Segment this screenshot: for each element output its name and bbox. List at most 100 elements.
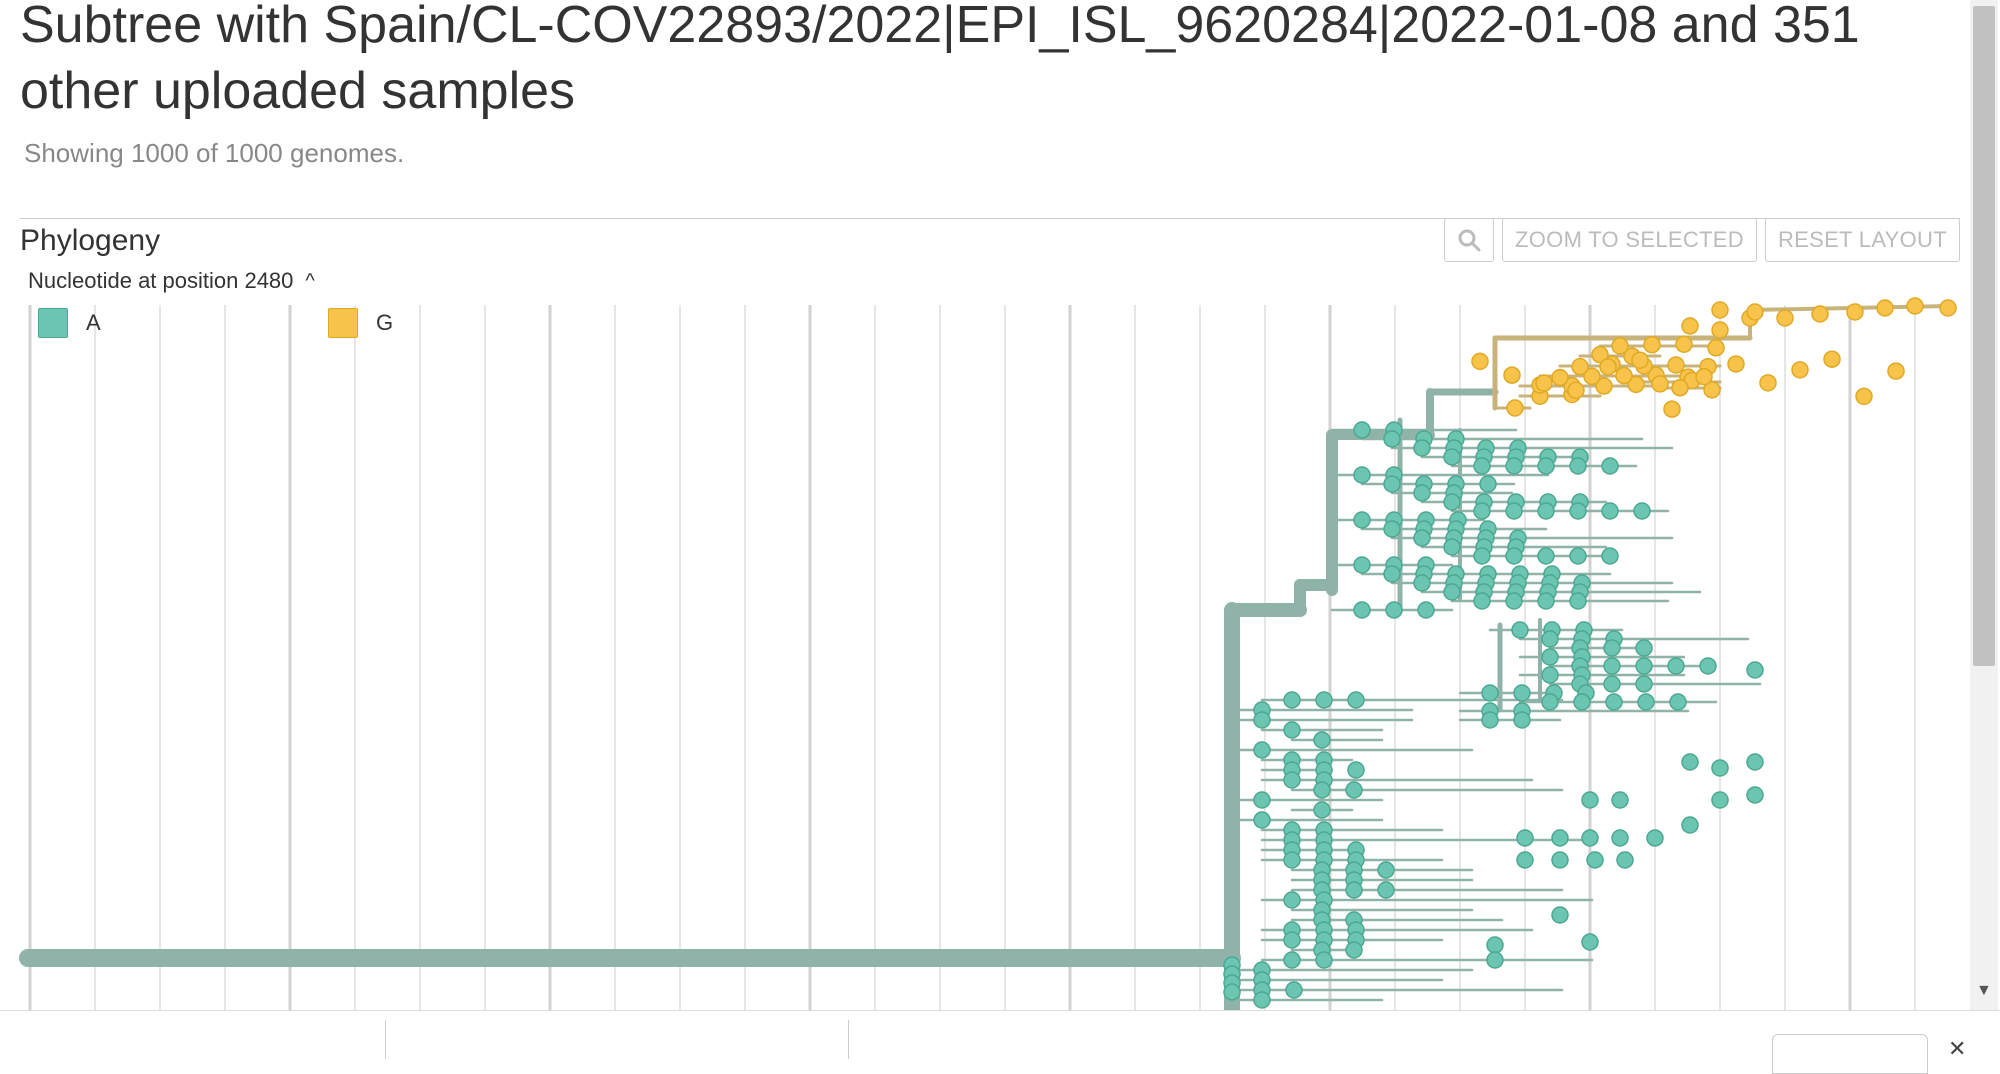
tree-tip xyxy=(1603,675,1621,693)
tree-tip xyxy=(1711,301,1729,319)
tree-tip xyxy=(1353,466,1371,484)
tree-tip xyxy=(1413,439,1431,457)
tree-tip xyxy=(1643,335,1661,354)
tree-tip xyxy=(1283,891,1301,909)
tree-tip xyxy=(1663,400,1681,418)
tree-tip xyxy=(1631,351,1649,369)
legend-swatch-g xyxy=(328,308,358,338)
tree-tip xyxy=(1313,781,1331,799)
tree-tip xyxy=(1711,791,1729,809)
tree-tip xyxy=(1811,305,1829,323)
tree-tip xyxy=(1347,691,1365,709)
tree-tip xyxy=(1569,547,1587,565)
tree-tip xyxy=(1443,493,1461,511)
tree-tip xyxy=(1285,981,1303,999)
tree-tip xyxy=(1581,933,1599,951)
tree-tip xyxy=(1253,711,1271,729)
tree-tip xyxy=(1711,321,1729,339)
tree-tip xyxy=(1541,666,1559,684)
tree-tip xyxy=(1746,753,1764,771)
tree-tip xyxy=(1581,829,1599,847)
tree-tip xyxy=(1876,299,1894,317)
tree-tip xyxy=(1646,829,1664,847)
tree-tip xyxy=(1413,484,1431,502)
tree-tip xyxy=(1581,791,1599,809)
legend-label-a: A xyxy=(86,310,101,335)
tree-tip xyxy=(1571,357,1589,376)
phylogeny-title: Phylogeny xyxy=(20,224,161,257)
tree-tip xyxy=(1746,786,1764,804)
tree-tip xyxy=(1627,375,1645,394)
tree-tip xyxy=(1695,367,1713,386)
tree-tip xyxy=(1887,362,1905,380)
tree-tip xyxy=(1746,661,1764,679)
close-icon[interactable]: ✕ xyxy=(1948,1036,1967,1061)
tree-tip xyxy=(1505,592,1523,610)
genome-count: Showing 1000 of 1000 genomes. xyxy=(24,138,405,168)
tree-tip xyxy=(1223,983,1241,1001)
tree-tip xyxy=(1595,377,1613,395)
tree-tip xyxy=(1253,741,1271,759)
bottom-divider xyxy=(385,1020,386,1059)
tree-tip xyxy=(1541,630,1559,648)
tree-tip xyxy=(1506,399,1524,417)
tree-tip xyxy=(1486,951,1504,969)
page-title: Subtree with Spain/CL-COV22893/2022|EPI_… xyxy=(20,0,1860,120)
tree-tip xyxy=(1413,574,1431,592)
tree-tip xyxy=(1727,355,1745,373)
tree-tip xyxy=(1939,299,1957,317)
tree-tip xyxy=(1635,639,1653,657)
tree-tip xyxy=(1651,375,1669,393)
tree-tip xyxy=(1611,791,1629,809)
tree-tip xyxy=(1283,771,1301,789)
tree-tip xyxy=(1681,317,1699,335)
color-by-selector[interactable]: Nucleotide at position 2480 ^ xyxy=(28,268,315,294)
tree-tip xyxy=(1551,851,1569,869)
tree-tip xyxy=(1253,991,1271,1009)
reset-layout-button[interactable]: RESET LAYOUT xyxy=(1764,218,1960,262)
tree-tip xyxy=(1611,337,1629,355)
tree-tip xyxy=(1541,693,1559,711)
legend-item-a[interactable]: A xyxy=(38,308,101,338)
tree-tip xyxy=(1823,350,1841,368)
show-all-button[interactable] xyxy=(1772,1034,1928,1074)
tree-tip xyxy=(1479,475,1497,493)
tree-tip xyxy=(1573,693,1591,711)
tree-tip xyxy=(1413,529,1431,547)
tree-tip xyxy=(1746,303,1764,321)
tree-tip xyxy=(1541,648,1559,666)
legend-swatch-a xyxy=(38,308,68,338)
zoom-to-selected-button[interactable]: ZOOM TO SELECTED xyxy=(1502,218,1757,262)
tree-tip xyxy=(1385,601,1403,619)
phylogeny-tree xyxy=(19,297,1957,1010)
tree-tip xyxy=(1481,684,1499,702)
tree-tip xyxy=(1505,457,1523,475)
tree-tip xyxy=(1551,906,1569,924)
tree-tip xyxy=(1635,675,1653,693)
tree-tip xyxy=(1759,374,1777,392)
tree-tip xyxy=(1443,538,1461,556)
tree-tip xyxy=(1377,861,1395,879)
tree-tip xyxy=(1776,309,1794,327)
tree-tip xyxy=(1353,421,1371,439)
tree-tip xyxy=(1315,951,1333,969)
tree-tip xyxy=(1383,565,1401,583)
tree-tip xyxy=(1473,502,1491,520)
tree-tip xyxy=(1537,592,1555,610)
legend-item-g[interactable]: G xyxy=(328,308,393,338)
tree-tip xyxy=(1383,520,1401,538)
tree-tip xyxy=(1855,387,1873,406)
tree-tip xyxy=(1603,639,1621,657)
tree-tip xyxy=(1675,335,1693,353)
scroll-down-icon[interactable]: ▼ xyxy=(1976,982,1992,999)
tree-tip xyxy=(1345,941,1363,959)
tree-tip xyxy=(1505,502,1523,520)
bottom-divider xyxy=(848,1020,849,1059)
scrollbar-thumb[interactable] xyxy=(1973,6,1995,666)
tree-tip xyxy=(1635,657,1653,675)
tree-tip xyxy=(1511,621,1529,639)
tree-tip xyxy=(1601,547,1619,565)
tree-tip xyxy=(1283,721,1301,739)
zoom-button[interactable] xyxy=(1444,218,1495,262)
tree-tip xyxy=(1313,731,1331,749)
